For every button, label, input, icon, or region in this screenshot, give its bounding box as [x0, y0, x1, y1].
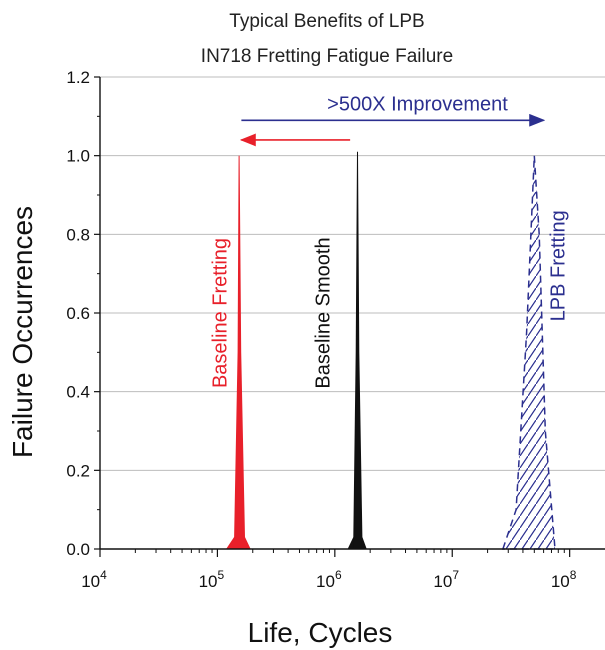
axes	[94, 76, 605, 557]
y-tick-label: 1.2	[66, 68, 90, 87]
y-tick-label: 0.6	[66, 304, 90, 323]
series-label-baseline-smooth: Baseline Smooth	[313, 237, 335, 388]
y-tick-label: 0.4	[66, 383, 90, 402]
x-tick-label: 106	[316, 568, 342, 591]
annotations: >500X Improvement	[239, 93, 546, 147]
y-tick-label: 0.8	[66, 225, 90, 244]
x-tick-label: 107	[433, 568, 459, 591]
series-baseline-fretting	[225, 155, 251, 550]
x-tick-label: 104	[81, 568, 107, 591]
y-tick-label: 0.2	[66, 461, 90, 480]
improvement-label: >500X Improvement	[327, 93, 508, 115]
series-baseline-smooth	[347, 151, 367, 550]
chart-subtitle: IN718 Fretting Fatigue Failure	[201, 46, 453, 67]
x-axis-label: Life, Cycles	[248, 617, 393, 648]
minor-ticks	[97, 115, 565, 553]
chart-title: Typical Benefits of LPB	[229, 11, 424, 32]
series-lpb-fretting	[501, 155, 556, 550]
y-tick-label: 1.0	[66, 147, 90, 166]
series-label-baseline-fretting: Baseline Fretting	[210, 238, 232, 388]
x-tick-label: 105	[199, 568, 225, 591]
y-axis-label: Failure Occurrences	[7, 206, 38, 458]
x-tick-label: 108	[551, 568, 577, 591]
series-label-lpb-fretting: LPB Fretting	[547, 210, 569, 321]
series-baseline-smooth-base	[353, 541, 362, 549]
x-tick-labels: 104 105 106 107 108	[81, 568, 577, 591]
series-labels: Baseline Fretting Baseline Smooth LPB Fret…	[210, 210, 570, 388]
series-baseline-fretting-base	[234, 541, 245, 549]
series-layer	[225, 151, 556, 550]
y-tick-label: 0.0	[66, 540, 90, 559]
y-tick-labels: 0.0 0.2 0.4 0.6 0.8 1.0 1.2	[66, 68, 90, 559]
